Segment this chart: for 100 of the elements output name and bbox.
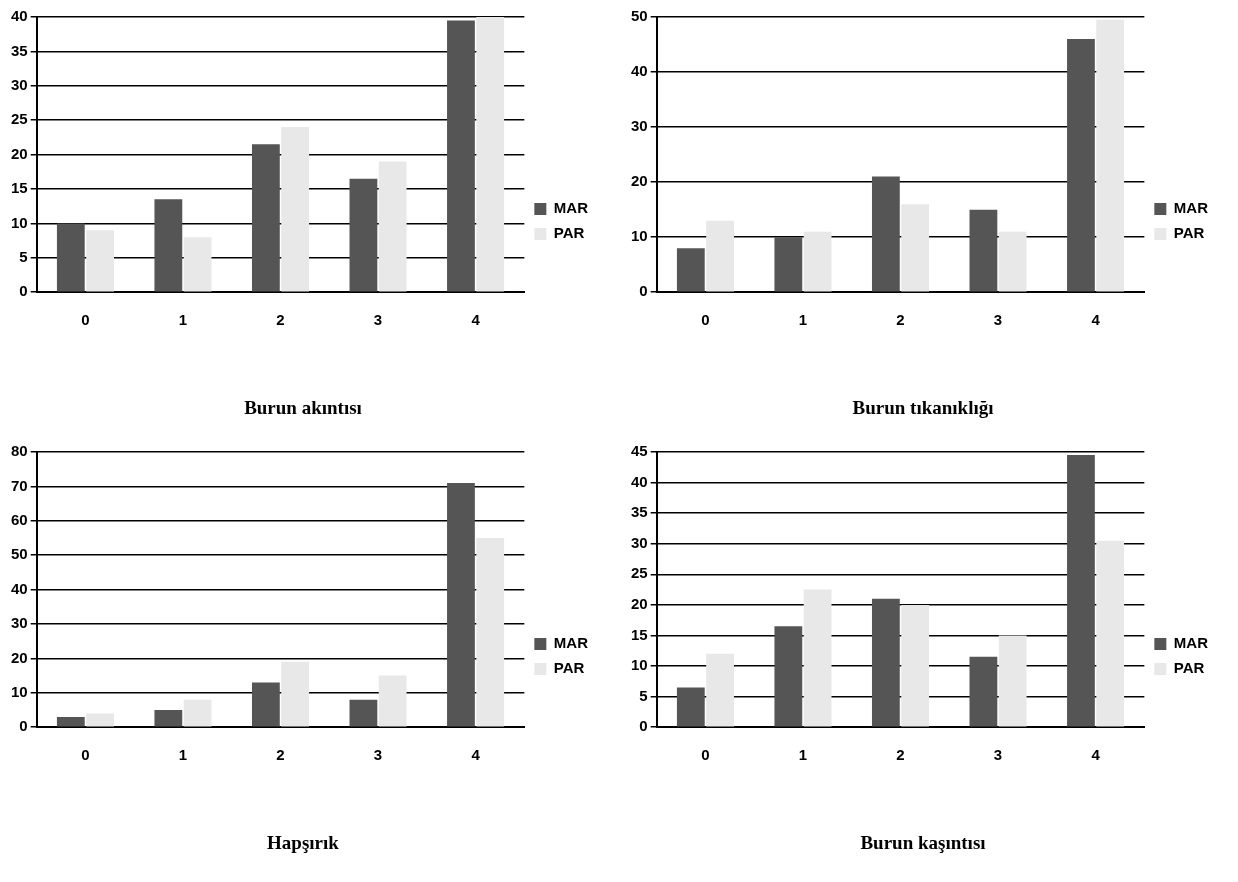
bar — [86, 713, 114, 727]
legend-label: MAR — [1173, 634, 1209, 652]
bar — [86, 230, 114, 292]
bar — [378, 675, 407, 727]
y-tick-label: 20 — [11, 648, 28, 666]
text: Burun tıkanıklığı — [852, 396, 994, 418]
bar — [901, 604, 930, 727]
y-tick-label: 0 — [19, 717, 28, 735]
x-tick-label: 1 — [798, 746, 808, 764]
y-tick-label: 45 — [631, 442, 648, 460]
y-tick-label: 0 — [19, 282, 28, 300]
bar — [706, 220, 734, 292]
bar — [969, 656, 998, 727]
text: Hapşırık — [267, 831, 340, 853]
y-tick-label: 25 — [11, 110, 28, 128]
y-tick-label: 30 — [631, 533, 648, 551]
y-tick-label: 5 — [19, 247, 28, 265]
x-tick-label: 0 — [701, 311, 710, 329]
bar — [154, 710, 183, 727]
x-tick-label: 2 — [896, 746, 905, 764]
x-tick-label: 3 — [993, 311, 1003, 329]
y-tick-label: 0 — [639, 717, 648, 735]
legend-label: PAR — [553, 224, 585, 242]
y-tick-label: 10 — [631, 227, 648, 245]
y-tick-label: 40 — [11, 7, 28, 25]
bar — [1067, 39, 1095, 292]
y-tick-label: 35 — [11, 41, 28, 59]
bar — [998, 635, 1027, 727]
y-tick-label: 70 — [11, 476, 28, 494]
bar — [774, 237, 803, 292]
y-tick-label: 10 — [11, 682, 28, 700]
y-tick-label: 15 — [631, 625, 648, 643]
x-tick-label: 4 — [1091, 746, 1101, 764]
x-tick-label: 2 — [276, 746, 285, 764]
text: Burun kaşıntısı — [860, 831, 986, 853]
text: Burun akıntısı — [244, 396, 362, 418]
bar — [281, 127, 310, 292]
x-tick-label: 1 — [178, 746, 188, 764]
x-tick-label: 2 — [276, 311, 285, 329]
bar — [251, 144, 280, 292]
bar — [447, 482, 475, 727]
bar — [56, 223, 85, 292]
x-tick-label: 3 — [993, 746, 1003, 764]
legend-label: MAR — [1173, 199, 1209, 217]
bar — [706, 653, 734, 727]
x-tick-label: 0 — [701, 746, 710, 764]
x-tick-label: 3 — [373, 746, 383, 764]
y-tick-label: 35 — [631, 503, 648, 521]
y-tick-label: 50 — [11, 545, 28, 563]
y-tick-label: 20 — [11, 144, 28, 162]
y-tick-label: 80 — [11, 442, 28, 460]
bar — [1096, 19, 1125, 292]
bar — [803, 231, 832, 292]
x-tick-label: 1 — [178, 311, 188, 329]
legend-label: PAR — [553, 659, 585, 677]
bar — [1096, 540, 1125, 727]
legend-label: PAR — [1173, 659, 1205, 677]
x-tick-label: 2 — [896, 311, 905, 329]
y-tick-label: 25 — [631, 564, 648, 582]
bar — [349, 699, 378, 727]
bar — [998, 231, 1027, 292]
bar — [281, 661, 310, 727]
bar — [378, 161, 407, 292]
bar — [1067, 455, 1095, 727]
y-tick-label: 40 — [11, 579, 28, 597]
y-tick-label: 50 — [631, 7, 648, 25]
y-tick-label: 15 — [11, 179, 28, 197]
y-tick-label: 20 — [631, 172, 648, 190]
bar — [969, 209, 998, 292]
y-tick-label: 10 — [631, 656, 648, 674]
y-tick-label: 40 — [631, 62, 648, 80]
x-tick-label: 3 — [373, 311, 383, 329]
x-tick-label: 4 — [1091, 311, 1101, 329]
y-tick-label: 30 — [11, 614, 28, 632]
bar — [476, 538, 505, 727]
y-tick-label: 0 — [639, 282, 648, 300]
x-tick-label: 0 — [81, 311, 90, 329]
x-tick-label: 1 — [798, 311, 808, 329]
y-tick-label: 30 — [631, 117, 648, 135]
legend-label: PAR — [1173, 224, 1205, 242]
bar — [183, 699, 212, 727]
x-tick-label: 4 — [471, 311, 481, 329]
y-tick-label: 20 — [631, 595, 648, 613]
bar — [901, 204, 930, 292]
bar — [676, 248, 705, 292]
x-tick-label: 4 — [471, 746, 481, 764]
y-tick-label: 60 — [11, 510, 28, 528]
y-tick-label: 40 — [631, 472, 648, 490]
bar — [447, 20, 475, 292]
bar — [476, 17, 505, 292]
x-tick-label: 0 — [81, 746, 90, 764]
bar — [871, 598, 900, 727]
y-tick-label: 5 — [639, 686, 648, 704]
bar — [803, 589, 832, 727]
bar — [349, 178, 378, 292]
bar — [56, 716, 85, 727]
bar — [871, 176, 900, 292]
legend-label: MAR — [553, 634, 589, 652]
y-tick-label: 30 — [11, 75, 28, 93]
bar — [251, 682, 280, 727]
